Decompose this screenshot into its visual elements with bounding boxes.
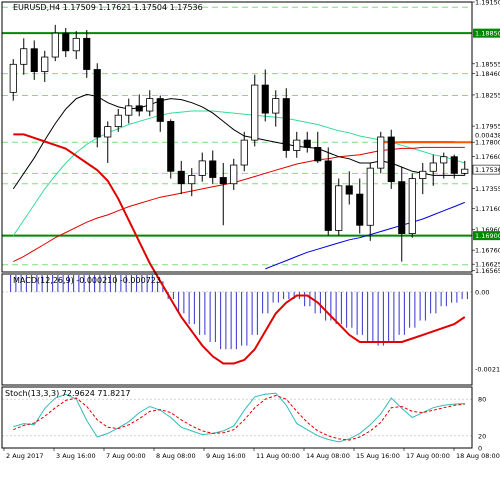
candle-bull (366, 167, 374, 226)
ma-red-line (13, 146, 465, 263)
price-axis-label: 1.17660 (475, 153, 500, 161)
price-axis-label: 1.16960 (475, 226, 500, 234)
candle-bull (335, 185, 343, 231)
candle-bull (9, 63, 17, 93)
stoch-label: Stoch(13,3,3) 72.9624 71.8217 (5, 389, 131, 398)
price-axis-label: 1.17160 (475, 205, 500, 213)
candle-bear (30, 48, 38, 72)
candle-bear (314, 146, 322, 162)
time-axis-label: 18 Aug 08:00 (456, 452, 500, 460)
symbol-label: EURUSD,H4 (13, 3, 61, 12)
price-plot-area (2, 6, 472, 270)
candle-bear (93, 69, 101, 138)
candle-bull (125, 105, 133, 116)
time-axis-label: 3 Aug 16:00 (56, 452, 96, 460)
time-axis-label: 14 Aug 08:00 (306, 452, 350, 460)
price-axis-label: 1.18555 (475, 60, 500, 68)
time-axis-label: 8 Aug 08:00 (156, 452, 196, 460)
price-axis-label: 1.17800 (475, 139, 500, 147)
price-axis-label: 1.17955 (475, 123, 500, 131)
ma-blue-line (265, 201, 465, 270)
time-axis-label: 2 Aug 2017 (6, 452, 44, 460)
stoch-axis-label: 80 (478, 396, 486, 404)
candle-bull (251, 84, 259, 141)
price-axis-label: 1.17536 (475, 166, 500, 174)
macd-panel: 0.00438 0.00 -0.002152 (2, 132, 500, 373)
price-axis-label: 1.16625 (475, 261, 500, 269)
candle-bear (398, 181, 406, 234)
candle-bull (272, 98, 280, 114)
candle-bear (209, 160, 217, 178)
candle-bull (51, 32, 59, 58)
time-axis-label: 7 Aug 00:00 (106, 452, 146, 460)
candle-bull (146, 98, 154, 112)
candle-bull (230, 164, 238, 185)
candle-bear (261, 84, 269, 114)
candle-bear (387, 136, 395, 183)
time-axis-label: 11 Aug 00:00 (256, 452, 300, 460)
stoch-main-line (13, 392, 465, 443)
price-axis-label: 1.17355 (475, 185, 500, 193)
price-axis-label: 1.18850 (475, 30, 500, 38)
candle-bear (303, 139, 311, 148)
macd-axis-label: 0.00438 (475, 132, 500, 140)
candle-bear (450, 156, 458, 174)
candle-bear (167, 121, 175, 172)
header-line: EURUSD,H4 1.17509 1.17621 1.17504 1.1753… (13, 3, 203, 12)
candle-bear (83, 37, 91, 70)
candle-bull (293, 139, 301, 151)
price-label-box (472, 164, 500, 175)
candle-bear (219, 177, 227, 185)
price-label-box (473, 28, 500, 38)
candle-bull (377, 136, 385, 169)
candle-bull (419, 170, 427, 179)
candle-bear (282, 98, 290, 151)
panel-border-2 (1, 386, 473, 449)
candle-bull (188, 175, 196, 185)
time-axis-label: 17 Aug 00:00 (406, 452, 450, 460)
price-axis-label: 1.16565 (475, 267, 500, 275)
candle-bull (240, 139, 248, 166)
price-axis-label: 1.16760 (475, 247, 500, 255)
candle-bear (135, 105, 143, 112)
price-axis-label: 1.19150 (475, 0, 500, 7)
candle-bull (114, 114, 122, 128)
candle-bull (41, 56, 49, 72)
ohlc-label: 1.17509 1.17621 1.17504 1.17536 (62, 3, 203, 12)
candle-bull (198, 160, 206, 176)
candle-bull (461, 168, 469, 174)
candle-bull (429, 162, 437, 172)
candle-bull (72, 37, 80, 52)
stoch-axis-label: 20 (478, 432, 486, 440)
price-axis-label: 1.18255 (475, 91, 500, 99)
price-axis-label: 1.16900 (475, 232, 500, 240)
price-axis-label: 1.18460 (475, 70, 500, 78)
price-label-box (473, 231, 500, 241)
macd-axis-label: -0.002152 (475, 365, 500, 373)
time-axis-label: 15 Aug 16:00 (356, 452, 400, 460)
candle-bear (177, 170, 185, 185)
time-axis: 2 Aug 2017 3 Aug 16:00 7 Aug 00:00 8 Aug 08… (3, 448, 500, 460)
candle-bear (156, 98, 164, 122)
panel-border-0 (1, 1, 473, 273)
stoch-signal-line (13, 394, 465, 441)
macd-axis-label: 0.00 (475, 288, 489, 296)
macd-signal-line (13, 133, 466, 365)
price-panel: 1.19150 1.18850 1.18555 1.18460 1.18255 1.179… (2, 0, 500, 275)
candle-bear (62, 32, 70, 52)
panel-border-1 (1, 273, 473, 386)
time-axis-label: 9 Aug 16:00 (206, 452, 246, 460)
candle-bull (440, 156, 448, 164)
candle-bear (356, 193, 364, 226)
macd-label: MACD(12,26,9) -0.000210 -0.000723 (13, 276, 161, 285)
candle-bull (408, 178, 416, 234)
stoch-panel: 80 20 0 (2, 392, 486, 453)
candle-bear (324, 160, 332, 231)
candle-bull (20, 48, 28, 65)
stoch-axis-label: 0 (478, 445, 482, 453)
candle-bear (345, 185, 353, 195)
candle-bull (104, 126, 112, 138)
